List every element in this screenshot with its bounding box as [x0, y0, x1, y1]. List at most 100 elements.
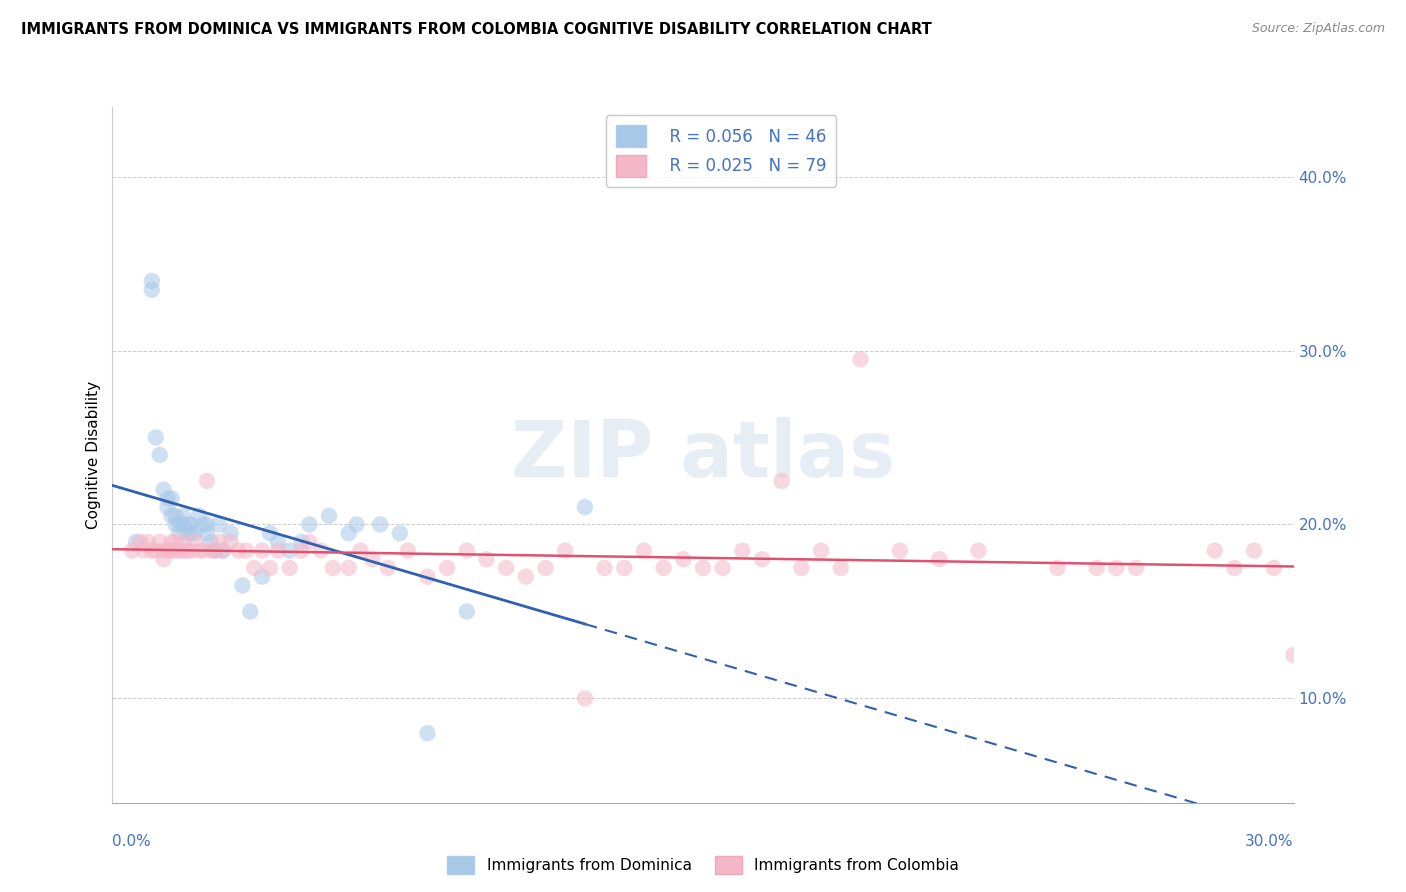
Point	[731, 543, 754, 558]
Point	[149, 534, 172, 549]
Point	[195, 526, 218, 541]
Point	[1125, 561, 1147, 575]
Point	[191, 543, 214, 558]
Point	[211, 543, 233, 558]
Point	[172, 543, 194, 558]
Point	[141, 543, 163, 558]
Point	[416, 726, 439, 740]
Point	[770, 474, 793, 488]
Y-axis label: Cognitive Disability: Cognitive Disability	[86, 381, 101, 529]
Point	[456, 605, 478, 619]
Point	[204, 543, 226, 558]
Point	[574, 500, 596, 514]
Point	[141, 274, 163, 288]
Point	[250, 570, 273, 584]
Point	[267, 543, 290, 558]
Point	[195, 517, 218, 532]
Point	[290, 534, 312, 549]
Point	[337, 526, 360, 541]
Text: ZIP atlas: ZIP atlas	[510, 417, 896, 493]
Point	[337, 561, 360, 575]
Point	[149, 448, 172, 462]
Point	[228, 543, 250, 558]
Point	[298, 517, 321, 532]
Point	[396, 543, 419, 558]
Text: 30.0%: 30.0%	[1246, 834, 1294, 849]
Point	[346, 517, 368, 532]
Point	[160, 534, 183, 549]
Point	[156, 543, 179, 558]
Point	[1243, 543, 1265, 558]
Point	[145, 430, 167, 444]
Point	[231, 578, 253, 592]
Point	[235, 543, 257, 558]
Point	[361, 552, 384, 566]
Point	[160, 491, 183, 506]
Text: 0.0%: 0.0%	[112, 834, 152, 849]
Point	[349, 543, 371, 558]
Point	[188, 508, 211, 523]
Point	[169, 526, 191, 541]
Point	[152, 483, 174, 497]
Point	[125, 534, 148, 549]
Point	[309, 543, 332, 558]
Point	[136, 534, 159, 549]
Point	[593, 561, 616, 575]
Point	[160, 508, 183, 523]
Point	[169, 543, 191, 558]
Point	[172, 508, 194, 523]
Point	[515, 570, 537, 584]
Point	[169, 517, 191, 532]
Point	[672, 552, 695, 566]
Point	[152, 552, 174, 566]
Point	[250, 543, 273, 558]
Point	[711, 561, 734, 575]
Text: Source: ZipAtlas.com: Source: ZipAtlas.com	[1251, 22, 1385, 36]
Point	[191, 517, 214, 532]
Point	[436, 561, 458, 575]
Point	[1105, 561, 1128, 575]
Point	[652, 561, 675, 575]
Point	[1223, 561, 1246, 575]
Point	[388, 526, 411, 541]
Point	[204, 543, 226, 558]
Point	[219, 526, 242, 541]
Point	[416, 570, 439, 584]
Point	[368, 517, 391, 532]
Point	[208, 534, 231, 549]
Point	[1263, 561, 1285, 575]
Point	[195, 474, 218, 488]
Point	[810, 543, 832, 558]
Point	[322, 561, 344, 575]
Point	[1282, 648, 1305, 662]
Point	[243, 561, 266, 575]
Point	[267, 534, 290, 549]
Point	[298, 534, 321, 549]
Point	[1204, 543, 1226, 558]
Point	[790, 561, 813, 575]
Point	[278, 561, 301, 575]
Point	[259, 526, 281, 541]
Point	[156, 500, 179, 514]
Point	[211, 543, 233, 558]
Point	[180, 543, 202, 558]
Point	[165, 534, 187, 549]
Point	[692, 561, 714, 575]
Point	[184, 534, 207, 549]
Point	[172, 534, 194, 549]
Point	[239, 605, 262, 619]
Point	[165, 543, 187, 558]
Point	[180, 517, 202, 532]
Point	[188, 543, 211, 558]
Point	[475, 552, 498, 566]
Point	[156, 491, 179, 506]
Point	[751, 552, 773, 566]
Point	[180, 526, 202, 541]
Point	[554, 543, 576, 558]
Point	[165, 508, 187, 523]
Point	[165, 517, 187, 532]
Point	[200, 534, 222, 549]
Point	[219, 534, 242, 549]
Point	[495, 561, 517, 575]
Point	[132, 543, 155, 558]
